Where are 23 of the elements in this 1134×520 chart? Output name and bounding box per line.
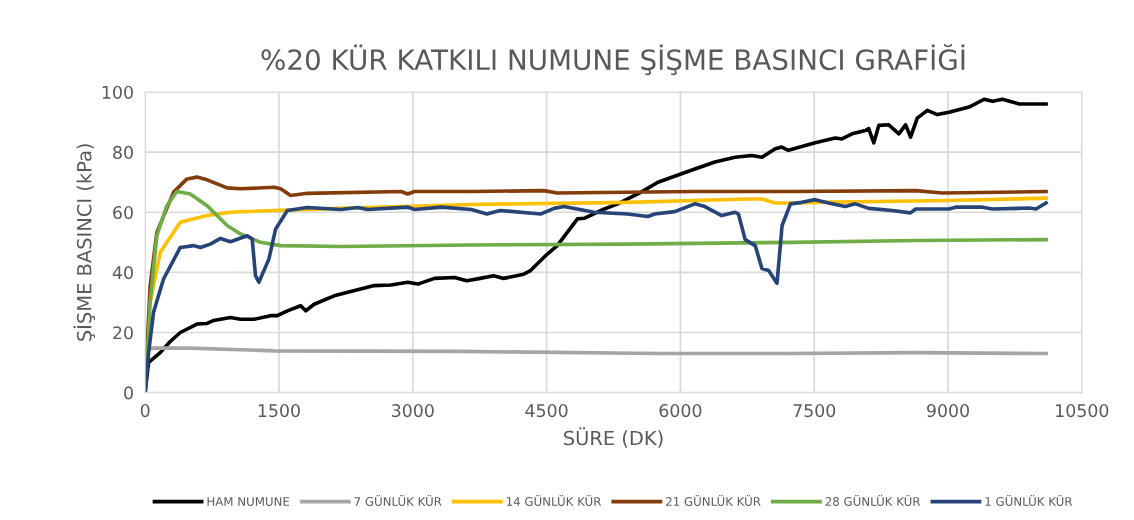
x-tick-label: 6000	[659, 404, 702, 418]
y-tick-label: 20	[113, 326, 133, 340]
y-tick-label: 40	[112, 266, 133, 280]
x-tick-label: 7500	[793, 404, 836, 418]
y-tick-label: 0	[124, 386, 133, 400]
x-axis-title: SÜRE (DK)	[564, 427, 663, 448]
chart-title: %20 KÜR KATKILI NUMUNE ŞİŞME BASINCI GRAFİĞİ	[261, 44, 965, 76]
legend-label: 21 GÜNLÜK KÜR	[666, 495, 761, 506]
y-tick-label: 100	[102, 85, 133, 99]
legend-label: HAM NUMUNE	[207, 497, 290, 506]
x-tick-label: 1500	[258, 404, 300, 418]
x-tick-label: 9000	[927, 404, 969, 418]
legend-label: 28 GÜNLÜK KÜR	[825, 495, 921, 506]
y-tick-label: 80	[113, 145, 133, 159]
legend-label: 1 GÜNLÜK KÜR	[985, 495, 1073, 506]
x-tick-label: 4500	[525, 404, 568, 418]
y-axis-title: ŞİŞME BASINCI (kPa)	[73, 144, 96, 341]
legend-label: 14 GÜNLÜK KÜR	[506, 495, 602, 506]
y-tick-label: 60	[113, 205, 133, 220]
x-tick-label: 3000	[392, 404, 434, 418]
x-tick-label: 0	[140, 404, 150, 418]
legend-label: 7 GÜNLÜK KÜR	[354, 495, 442, 506]
x-tick-label: 10500	[1056, 404, 1109, 418]
